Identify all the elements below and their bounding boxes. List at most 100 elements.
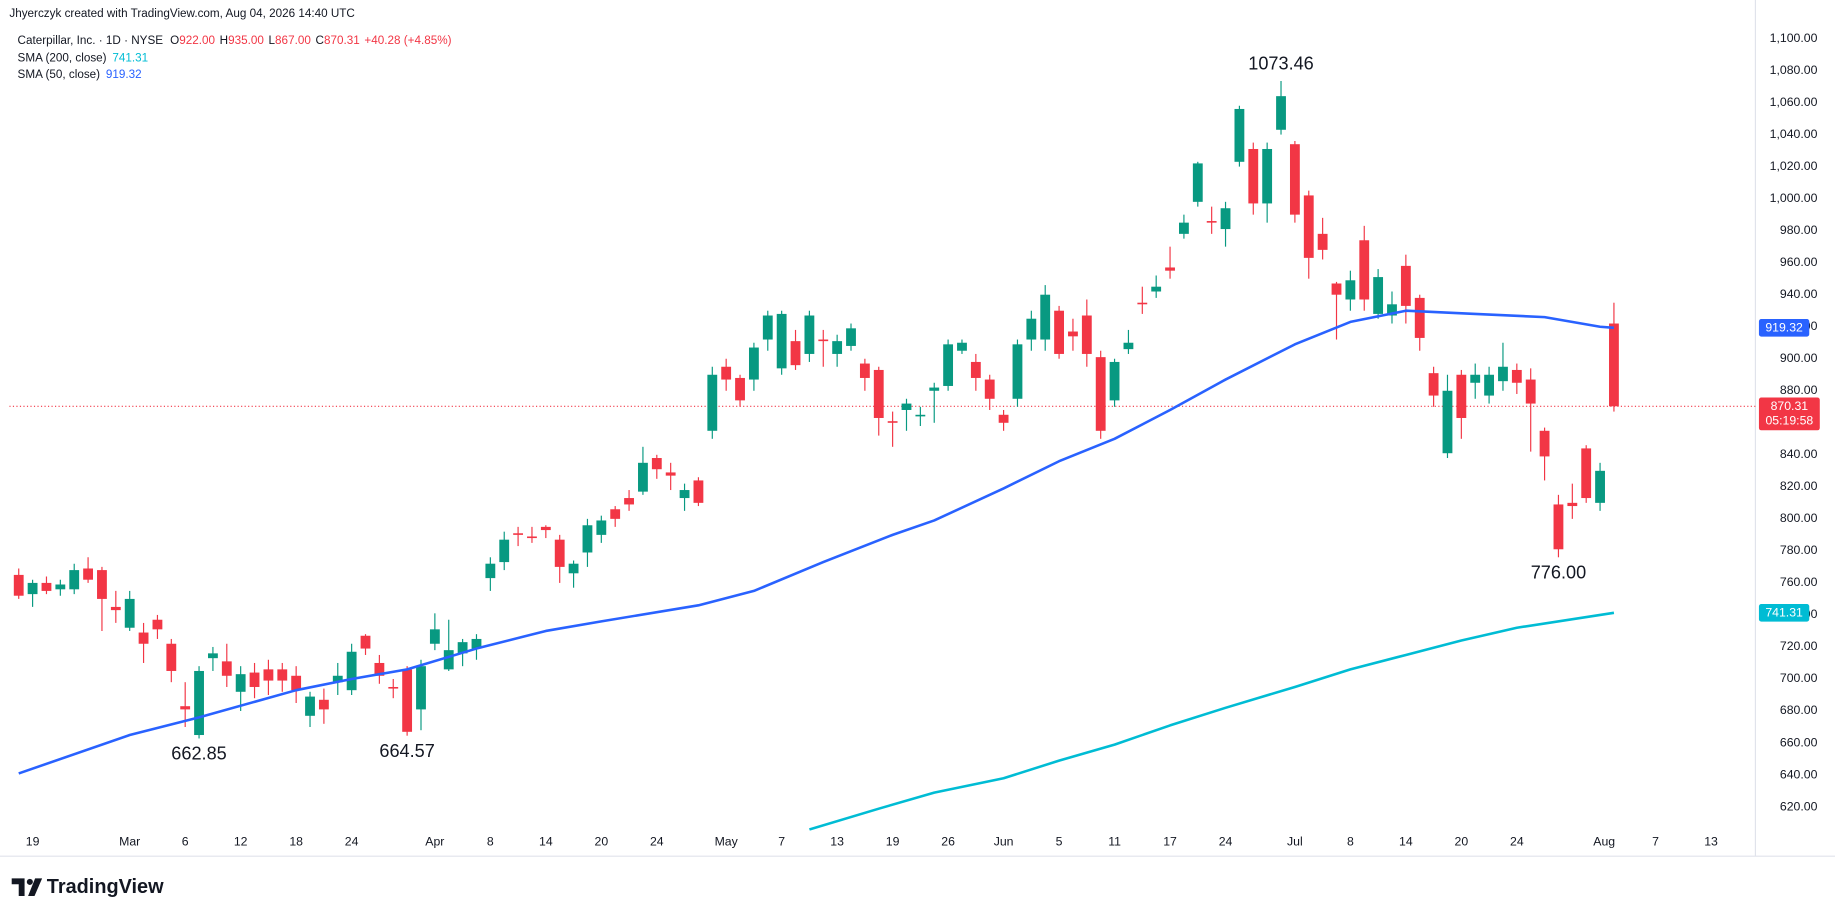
candle-body: [1525, 379, 1536, 404]
candle: [1026, 310, 1037, 351]
candle-body: [152, 619, 163, 630]
candle-body: [970, 361, 981, 378]
y-tick-label: 1,020.00: [1770, 159, 1818, 173]
candle-body: [859, 363, 870, 378]
candle-body: [638, 462, 648, 492]
candle: [1581, 445, 1592, 503]
candle-body: [346, 651, 357, 691]
candle: [360, 634, 371, 655]
candle-body: [1165, 267, 1175, 271]
candle-body: [27, 582, 38, 595]
x-tick-label: 26: [941, 834, 955, 848]
candle: [249, 662, 260, 699]
candle-body: [124, 598, 135, 628]
candle-body: [873, 369, 884, 418]
candle-body: [957, 342, 967, 351]
y-tick-label: 960.00: [1780, 255, 1818, 269]
candle-body: [1123, 342, 1134, 350]
candle-body: [1109, 361, 1120, 401]
ohlc-value: 870.31: [324, 34, 360, 47]
candle: [762, 310, 773, 351]
candle: [291, 666, 302, 703]
candle-body: [748, 347, 759, 380]
candle: [1498, 342, 1508, 391]
x-tick-label: 12: [234, 834, 248, 848]
sma-line: [809, 611, 1615, 831]
candle-body: [221, 661, 232, 676]
candle: [513, 526, 524, 547]
candle-body: [665, 472, 676, 476]
candle-body: [1373, 277, 1384, 314]
candle-body: [776, 313, 787, 369]
candle: [1040, 285, 1051, 351]
candle: [943, 339, 954, 391]
candle-body: [1192, 163, 1203, 202]
x-tick-label: 7: [1652, 834, 1659, 848]
candle-body: [1026, 318, 1037, 340]
candle: [1317, 217, 1328, 260]
candle: [998, 409, 1009, 431]
candle-body: [180, 706, 191, 710]
y-tick-label: 1,100.00: [1770, 31, 1818, 45]
candle: [1511, 363, 1522, 394]
candle-body: [1400, 265, 1411, 306]
candle: [735, 374, 745, 407]
candle-body: [915, 414, 926, 417]
last-price-badge: [1758, 397, 1820, 431]
candle: [1456, 369, 1467, 439]
candle: [554, 534, 565, 583]
candle: [1428, 366, 1439, 407]
y-tick-label: 1,040.00: [1770, 127, 1818, 141]
candle-body: [1179, 222, 1189, 234]
candle-body: [1609, 323, 1619, 407]
candle: [929, 382, 940, 423]
symbol: Caterpillar, Inc. · 1D · NYSE: [18, 34, 164, 47]
candle-body: [429, 629, 440, 644]
candle-body: [332, 675, 343, 683]
y-tick-label: 880.00: [1780, 383, 1818, 397]
candle: [499, 531, 510, 571]
candle: [1400, 254, 1411, 324]
candle: [235, 666, 246, 712]
candle: [1206, 206, 1217, 234]
candle-body: [1289, 144, 1300, 215]
candle: [596, 515, 607, 543]
y-tick-label: 900.00: [1780, 351, 1818, 365]
candle-body: [194, 670, 204, 736]
candle-body: [721, 366, 732, 380]
candle: [818, 329, 829, 367]
legend-entry: SMA (50, close) 919.32: [18, 68, 142, 81]
x-tick-label: 13: [1704, 834, 1718, 848]
candle-body: [1054, 310, 1064, 354]
candle: [429, 613, 440, 651]
legend-value: 919.32: [106, 68, 142, 81]
x-tick-label: 19: [886, 834, 900, 848]
candle-body: [582, 525, 593, 553]
candle-body: [1068, 331, 1078, 337]
candle: [790, 329, 801, 370]
candle-body: [707, 374, 718, 431]
candle: [1054, 305, 1064, 359]
candle-body: [443, 650, 454, 670]
x-tick-label: 20: [1455, 834, 1469, 848]
candle: [1179, 214, 1189, 239]
x-tick-label: 18: [289, 834, 303, 848]
countdown: 05:19:58: [1765, 414, 1813, 428]
candle: [1123, 329, 1134, 354]
x-tick-label: Mar: [119, 834, 140, 848]
symbol-line: Caterpillar, Inc. · 1D · NYSE O922.00 H935…: [18, 34, 452, 47]
last-price-label: 870.31: [1771, 399, 1809, 413]
candle-body: [263, 669, 274, 681]
candle-body: [832, 341, 843, 354]
candle-body: [1137, 302, 1148, 305]
candle: [374, 654, 385, 684]
candle-body: [984, 379, 995, 399]
candle-body: [402, 669, 413, 732]
y-tick-label: 1,000.00: [1770, 191, 1818, 205]
legend-entry: SMA (200, close) 741.31: [18, 52, 149, 65]
candle-body: [374, 662, 385, 676]
candle-body: [624, 498, 634, 505]
x-tick-label: May: [715, 834, 739, 848]
candle-body: [887, 421, 898, 423]
